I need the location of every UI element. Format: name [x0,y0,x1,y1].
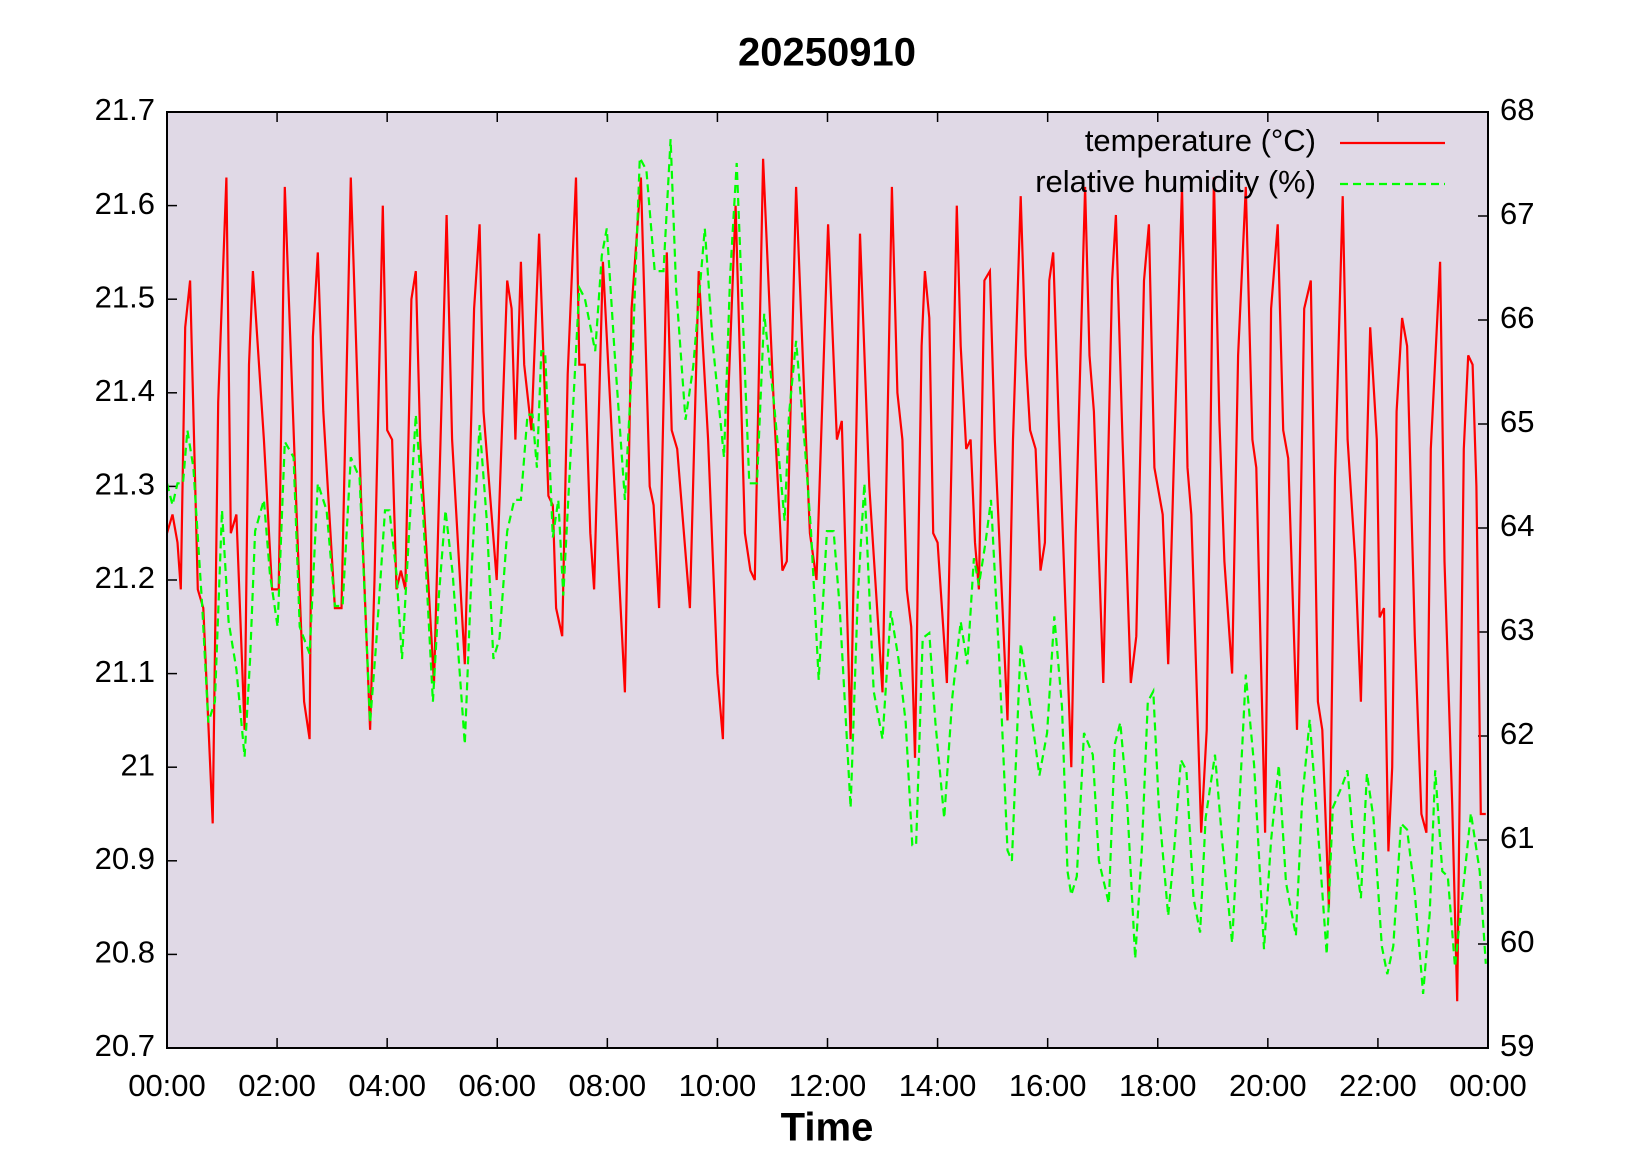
x-tick-label: 02:00 [238,1068,316,1103]
y2-tick-label: 65 [1500,404,1534,439]
y2-tick-label: 59 [1500,1028,1534,1063]
y-tick-label: 21 [121,747,155,782]
legend-label: relative humidity (%) [1035,164,1316,199]
x-tick-label: 22:00 [1339,1068,1417,1103]
y2-tick-label: 62 [1500,716,1534,751]
y2-tick-label: 60 [1500,924,1534,959]
y2-tick-label: 66 [1500,300,1534,335]
legend-label: temperature (°C) [1085,123,1316,158]
x-axis-title: Time [781,1106,874,1150]
x-tick-label: 06:00 [458,1068,536,1103]
y-tick-label: 21.4 [95,373,155,408]
x-tick-label: 00:00 [1449,1068,1527,1103]
x-tick-label: 04:00 [348,1068,426,1103]
y2-tick-label: 68 [1500,92,1534,127]
x-tick-label: 12:00 [789,1068,867,1103]
y-tick-label: 21.1 [95,654,155,689]
x-tick-label: 18:00 [1119,1068,1197,1103]
plot-frame [166,111,1489,1049]
data-line [165,138,1487,994]
y-tick-label: 21.2 [95,560,155,595]
y-tick-label: 21.7 [95,92,155,127]
x-tick-label: 14:00 [899,1068,977,1103]
y-tick-label: 20.8 [95,935,155,970]
chart-title: 20250910 [738,31,916,75]
y-tick-label: 21.5 [95,279,155,314]
x-tick-label: 16:00 [1009,1068,1087,1103]
y-tick-label: 21.6 [95,186,155,221]
y-tick-label: 20.7 [95,1028,155,1063]
y2-tick-label: 64 [1500,508,1534,543]
x-tick-label: 08:00 [569,1068,647,1103]
data-line [165,158,1486,1002]
x-tick-label: 00:00 [128,1068,206,1103]
y2-tick-label: 61 [1500,820,1534,855]
y-tick-label: 21.3 [95,467,155,502]
x-tick-label: 10:00 [679,1068,757,1103]
y-tick-label: 20.9 [95,841,155,876]
x-tick-label: 20:00 [1229,1068,1307,1103]
y2-tick-label: 63 [1500,612,1534,647]
y2-tick-label: 67 [1500,196,1534,231]
